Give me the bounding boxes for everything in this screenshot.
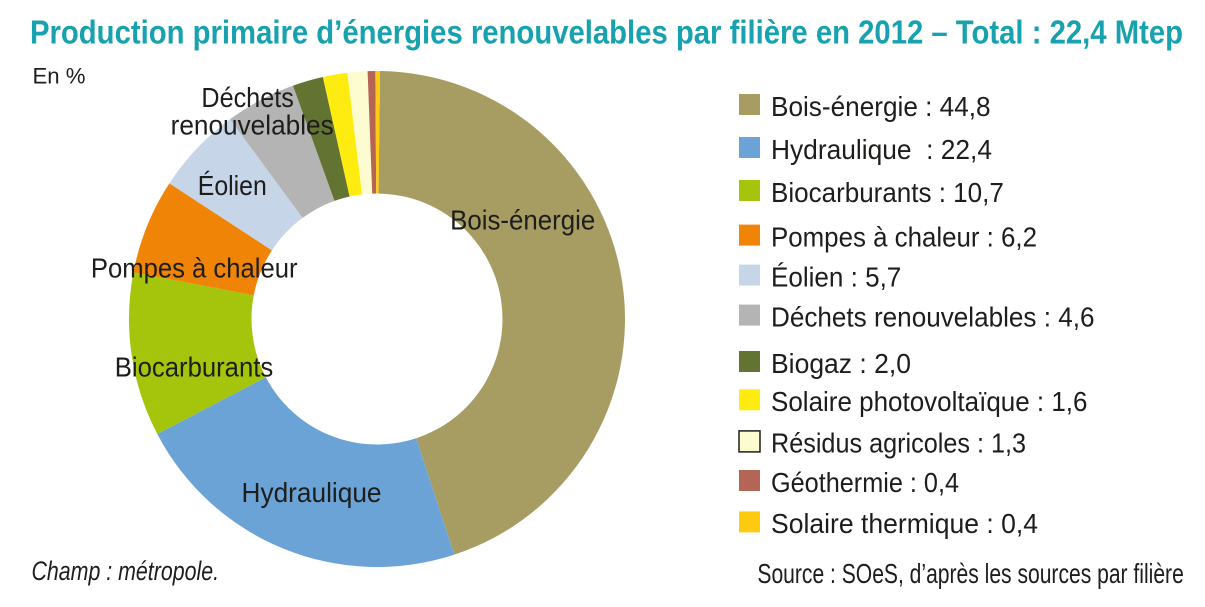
svg-text:Biocarburants: Biocarburants xyxy=(115,351,273,382)
svg-text:Solaire photovoltaïque : 1,6: Solaire photovoltaïque : 1,6 xyxy=(771,386,1088,417)
svg-text:Production primaire d’énergies: Production primaire d’énergies renouvela… xyxy=(30,14,1183,51)
svg-text:renouvelables: renouvelables xyxy=(171,109,334,140)
svg-text:Bois-énergie : 44,8: Bois-énergie : 44,8 xyxy=(771,91,991,122)
svg-text:Champ : métropole.: Champ : métropole. xyxy=(32,556,220,586)
svg-text:Source : SOeS, d’après les sou: Source : SOeS, d’après les sources par f… xyxy=(757,558,1183,589)
svg-text:Éolien : 5,7: Éolien : 5,7 xyxy=(771,261,901,292)
svg-text:Bois-énergie: Bois-énergie xyxy=(450,204,595,235)
svg-text:Résidus agricoles : 1,3: Résidus agricoles : 1,3 xyxy=(771,428,1026,459)
svg-text:Biogaz : 2,0: Biogaz : 2,0 xyxy=(771,348,911,379)
svg-text:Géothermie : 0,4: Géothermie : 0,4 xyxy=(771,467,959,498)
svg-text:Hydraulique : 22,4: Hydraulique : 22,4 xyxy=(771,134,992,165)
svg-text:Hydraulique: Hydraulique xyxy=(242,477,382,508)
svg-text:Pompes à chaleur: Pompes à chaleur xyxy=(91,253,298,284)
svg-text:Biocarburants : 10,7: Biocarburants : 10,7 xyxy=(771,177,1004,208)
svg-text:Déchets renouvelables : 4,6: Déchets renouvelables : 4,6 xyxy=(771,301,1095,332)
svg-text:Déchets: Déchets xyxy=(201,82,293,113)
svg-text:Pompes à chaleur : 6,2: Pompes à chaleur : 6,2 xyxy=(771,221,1037,252)
svg-text:Éolien: Éolien xyxy=(198,170,267,201)
svg-text:En %: En % xyxy=(33,63,86,88)
svg-text:Solaire thermique : 0,4: Solaire thermique : 0,4 xyxy=(771,508,1038,539)
